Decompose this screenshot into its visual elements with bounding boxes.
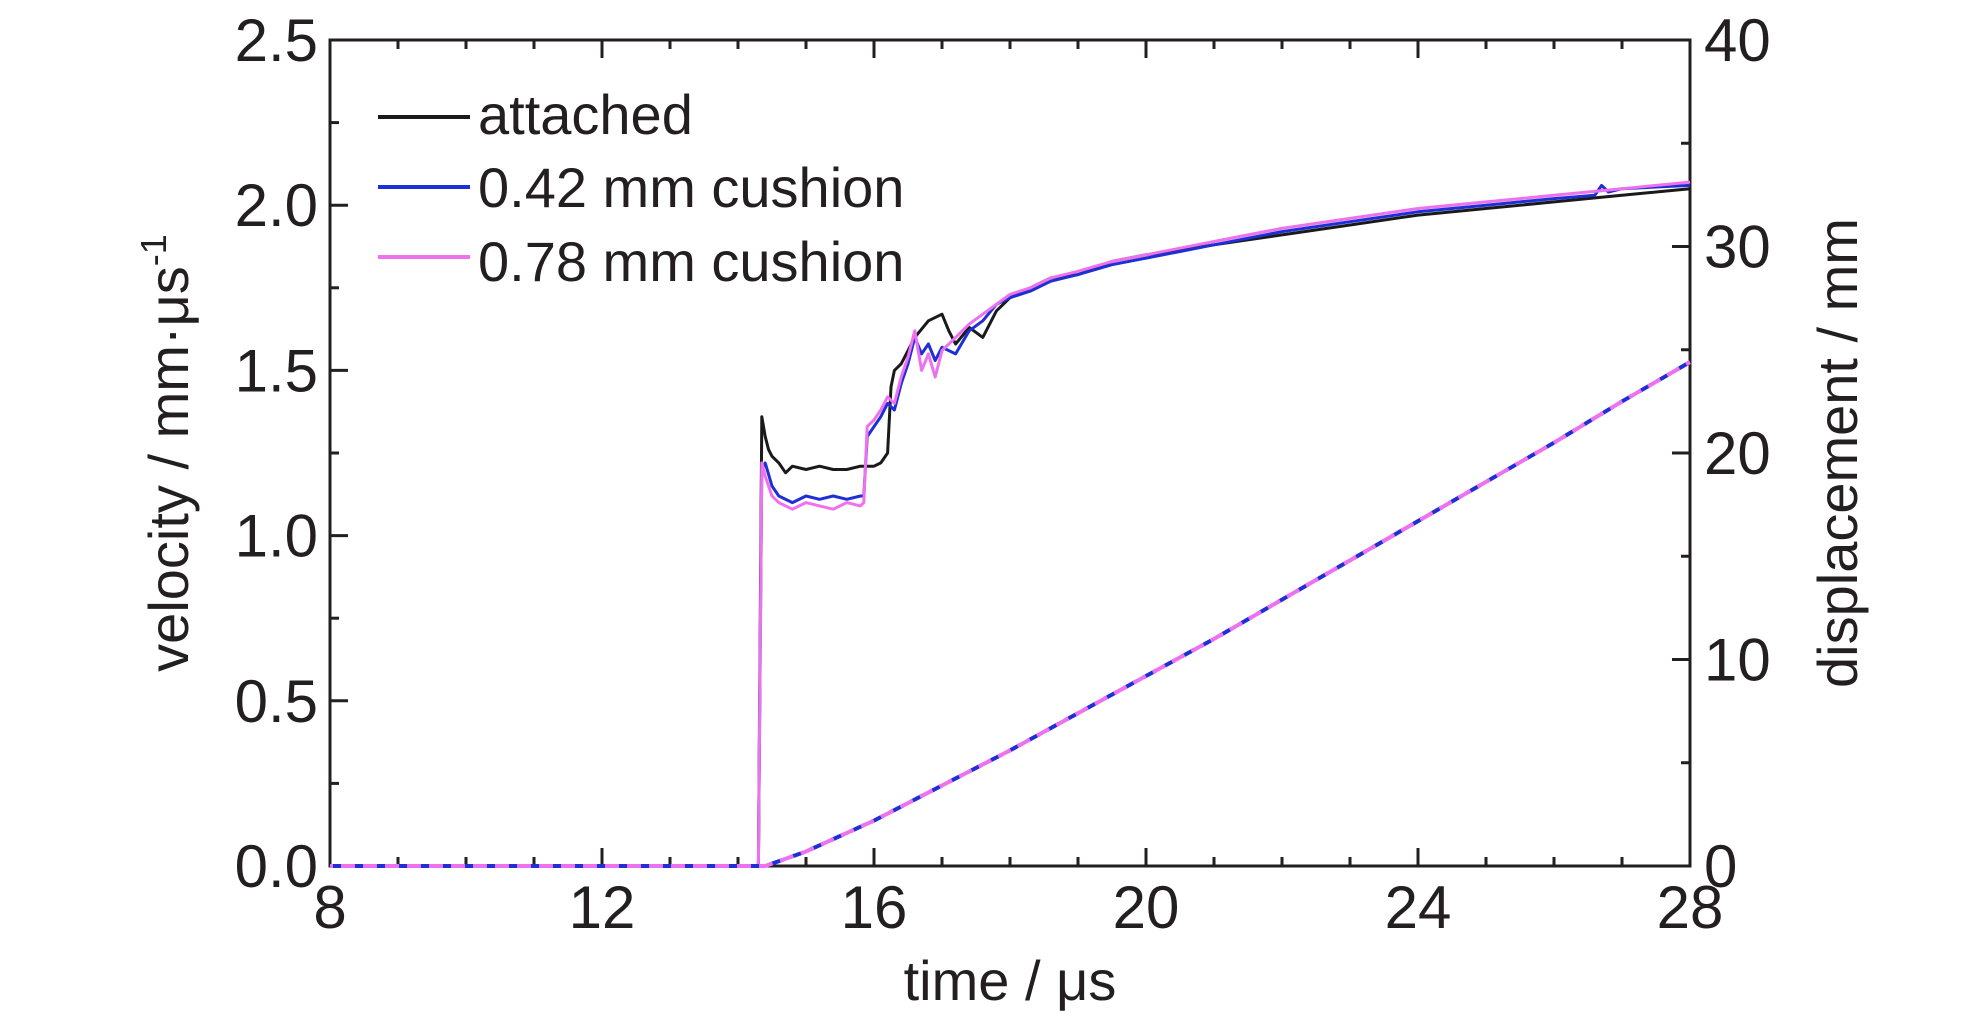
y-left-tick-label: 2.5: [235, 7, 318, 74]
y-left-tick-label: 2.0: [235, 172, 318, 239]
x-tick-label: 8: [313, 874, 346, 941]
y-right-tick-label: 20: [1704, 420, 1771, 487]
x-tick-label: 24: [1385, 874, 1452, 941]
legend: attached 0.42 mm cushion 0.78 mm cushion: [370, 82, 904, 304]
x-tick-label: 12: [569, 874, 636, 941]
y-left-tick-label: 0.0: [235, 833, 318, 900]
series-line-0-42-mm-cushion-velocity: [330, 183, 1691, 868]
series-line-0-78-mm-cushion-displacement: [330, 360, 1692, 868]
y-left-axis-title-group: velocity / mm·μs-1: [133, 234, 200, 672]
legend-label-042-cushion: 0.42 mm cushion: [478, 156, 904, 219]
y-left-tick-label: 0.5: [235, 668, 318, 735]
y-left-axis-title-superscript: -1: [133, 234, 174, 266]
series-line-0-42-mm-cushion-displacement: [330, 360, 1692, 868]
x-axis-title: time / μs: [904, 949, 1117, 1012]
y-left-tick-label: 1.5: [235, 337, 318, 404]
y-right-tick-label: 10: [1704, 627, 1771, 694]
legend-label-attached: attached: [478, 83, 693, 146]
y-right-tick-label: 40: [1704, 7, 1771, 74]
series-line-0-78-mm-cushion-velocity: [330, 180, 1691, 868]
y-left-tick-label: 1.0: [235, 503, 318, 570]
x-tick-label: 20: [1113, 874, 1180, 941]
y-right-axis-title: displacement / mm: [1806, 218, 1869, 688]
y-right-tick-label: 30: [1704, 214, 1771, 281]
y-right-axis-title-group: displacement / mm: [1806, 218, 1869, 688]
x-tick-label: 16: [841, 874, 908, 941]
legend-label-078-cushion: 0.78 mm cushion: [478, 230, 904, 293]
x-tick-label: 28: [1657, 874, 1724, 941]
series-layer: [330, 180, 1692, 868]
ticks-layer: 8 12 16 20 24 28 0.0 0.5 1.0 1.5 2.0 2.5 0 10 20 30 40: [235, 7, 1771, 941]
y-left-axis-title: velocity / mm·μs-1: [133, 234, 200, 672]
y-right-tick-label: 0: [1704, 833, 1737, 900]
y-left-axis-title-main: velocity / mm·μs: [137, 266, 200, 672]
